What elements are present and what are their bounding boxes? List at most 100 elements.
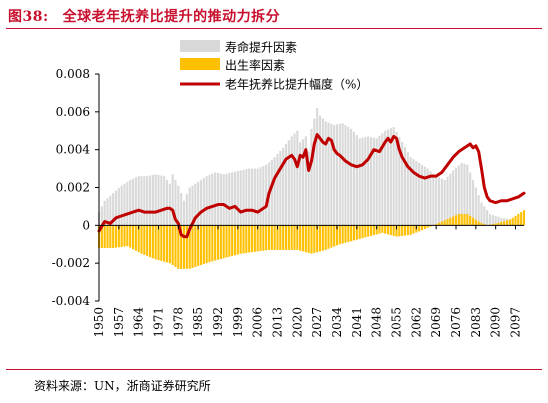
birth-rate-bar-1995 [225,225,228,258]
longevity-bar-1988 [205,176,208,226]
x-tick-label: 1978 [171,307,185,338]
longevity-bar-1972 [160,175,163,226]
birth-rate-bar-1969 [151,225,154,259]
birth-rate-bar-2025 [310,225,313,254]
birth-rate-bar-2013 [276,225,279,250]
birth-rate-bar-1973 [163,225,166,262]
legend-swatch [180,58,220,70]
longevity-bar-1990 [211,173,214,226]
longevity-bar-2081 [469,172,472,226]
birth-rate-bar-2085 [480,222,483,226]
longevity-bar-2054 [392,126,395,226]
longevity-bar-1955 [112,193,115,226]
longevity-bar-2091 [497,216,500,226]
longevity-bar-2017 [287,140,290,226]
birth-rate-bar-2054 [392,225,395,236]
birth-rate-bar-1964 [137,225,140,253]
birth-rate-bar-2020 [296,225,299,250]
longevity-bar-2068 [432,173,435,226]
longevity-bar-2031 [327,122,330,226]
birth-rate-bar-1956 [114,225,118,248]
longevity-bar-2067 [429,171,432,226]
x-tick-label: 2048 [370,307,384,338]
birth-rate-bar-2050 [381,225,384,233]
birth-rate-bar-2063 [418,225,421,232]
birth-rate-bar-1966 [143,225,146,255]
longevity-bar-2030 [324,121,327,226]
birth-rate-bar-1963 [134,225,137,251]
longevity-bar-2029 [321,118,324,226]
longevity-bar-1959 [123,183,126,226]
birth-rate-bar-2059 [406,225,409,236]
birth-rate-bar-2022 [301,225,305,252]
longevity-bar-2005 [253,168,256,226]
longevity-bar-2028 [318,115,322,226]
y-tick-label: -0.002 [52,256,90,270]
birth-rate-bar-2099 [520,212,523,226]
longevity-bar-2022 [301,139,305,226]
birth-rate-bar-2048 [375,225,378,235]
birth-rate-bar-1960 [126,225,129,247]
birth-rate-bar-2006 [256,225,259,252]
birth-rate-bar-2049 [378,225,381,234]
longevity-bar-2013 [276,154,279,226]
birth-rate-bar-2040 [352,225,356,241]
x-tick-label: 1957 [112,307,126,338]
birth-rate-bar-1955 [112,225,115,249]
x-tick-label: 2097 [509,307,523,338]
longevity-bar-2023 [304,136,307,226]
longevity-bar-2090 [494,215,497,226]
birth-rate-bar-1993 [219,225,222,259]
birth-rate-bar-2005 [253,225,256,252]
birth-rate-bar-1981 [185,225,188,269]
birth-rate-bar-1957 [117,225,120,248]
longevity-bar-1999 [236,171,239,226]
longevity-bar-2076 [454,167,458,226]
longevity-bar-1953 [106,198,109,226]
longevity-bar-1976 [171,174,174,226]
birth-rate-bar-2038 [347,225,350,242]
birth-rate-bar-2021 [299,225,302,251]
birth-rate-bar-2039 [350,225,353,242]
birth-rate-bar-1984 [194,225,197,267]
birth-rate-bar-2027 [316,225,319,253]
longevity-bar-2035 [338,123,341,226]
longevity-bar-2062 [415,161,418,226]
longevity-bar-1963 [134,177,137,226]
birth-rate-bar-2001 [242,225,245,254]
birth-rate-bar-2015 [282,225,285,250]
longevity-bars [97,108,526,226]
y-tick-label: 0.002 [56,181,90,195]
birth-rate-bar-1990 [211,225,214,262]
longevity-bar-1983 [191,185,194,226]
longevity-bar-2050 [381,133,384,226]
longevity-bar-2083 [474,187,477,226]
birth-rate-bar-2018 [290,225,293,250]
y-tick-label: 0 [82,218,90,232]
birth-rate-bar-2037 [344,225,347,243]
longevity-bar-2024 [307,151,310,226]
birth-rate-bar-2073 [446,219,449,226]
x-tick-label: 1964 [132,307,146,338]
birth-rate-bar-2023 [304,225,307,253]
longevity-bar-2007 [259,167,262,226]
birth-rate-bar-1953 [106,225,109,249]
birth-rate-bar-1994 [222,225,225,259]
longevity-bar-2064 [420,164,424,226]
birth-rate-bar-2009 [265,225,268,251]
longevity-bar-2092 [500,217,503,226]
longevity-bar-2065 [423,166,426,226]
birth-rate-bar-2031 [327,225,330,249]
birth-rate-bar-2012 [273,225,276,250]
birth-rate-bar-2046 [369,225,373,236]
birth-rate-bar-2065 [423,225,426,230]
longevity-bar-1991 [214,172,217,226]
longevity-bar-2071 [440,178,443,226]
birth-rate-bar-1951 [100,225,103,249]
longevity-bar-2015 [282,147,285,226]
footer-divider [6,369,542,370]
longevity-bar-1960 [126,181,129,226]
longevity-bar-2037 [344,125,347,226]
longevity-bar-1982 [188,187,191,226]
